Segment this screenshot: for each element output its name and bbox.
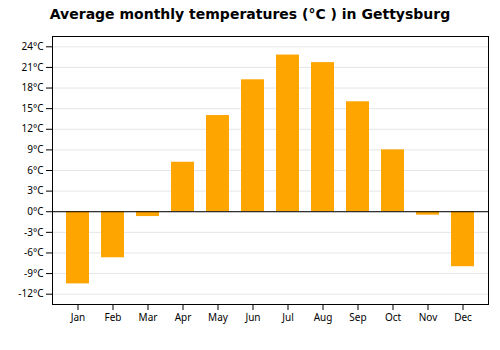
svg-text:0°C: 0°C <box>27 204 44 218</box>
svg-text:12°C: 12°C <box>21 121 44 135</box>
svg-text:Jul: Jul <box>281 310 294 324</box>
svg-text:6°C: 6°C <box>27 163 44 177</box>
svg-text:Sep: Sep <box>349 310 366 324</box>
svg-text:9°C: 9°C <box>27 142 44 156</box>
svg-text:24°C: 24°C <box>21 39 44 53</box>
svg-text:Nov: Nov <box>419 310 438 324</box>
svg-text:15°C: 15°C <box>21 101 44 115</box>
svg-text:-6°C: -6°C <box>24 245 44 259</box>
html-text:Average monthly temperatures (: Average monthly temperatures (°C ) in Ge… <box>49 6 451 22</box>
svg-text:Dec: Dec <box>454 310 472 324</box>
svg-text:18°C: 18°C <box>21 80 44 94</box>
svg-text:Oct: Oct <box>385 310 402 324</box>
svg-text:Jun: Jun <box>244 310 260 324</box>
svg-text:May: May <box>208 310 229 324</box>
svg-text:Aug: Aug <box>314 310 333 324</box>
svg-text:Jan: Jan <box>70 310 86 324</box>
svg-text:Apr: Apr <box>175 310 192 324</box>
svg-text:-12°C: -12°C <box>18 286 44 300</box>
svg-text:3°C: 3°C <box>27 183 44 197</box>
svg-text:-3°C: -3°C <box>24 225 44 239</box>
svg-text:Mar: Mar <box>139 310 158 324</box>
svg-text:Feb: Feb <box>105 310 122 324</box>
svg-text:-9°C: -9°C <box>24 266 44 280</box>
svg-text:21°C: 21°C <box>21 60 44 74</box>
